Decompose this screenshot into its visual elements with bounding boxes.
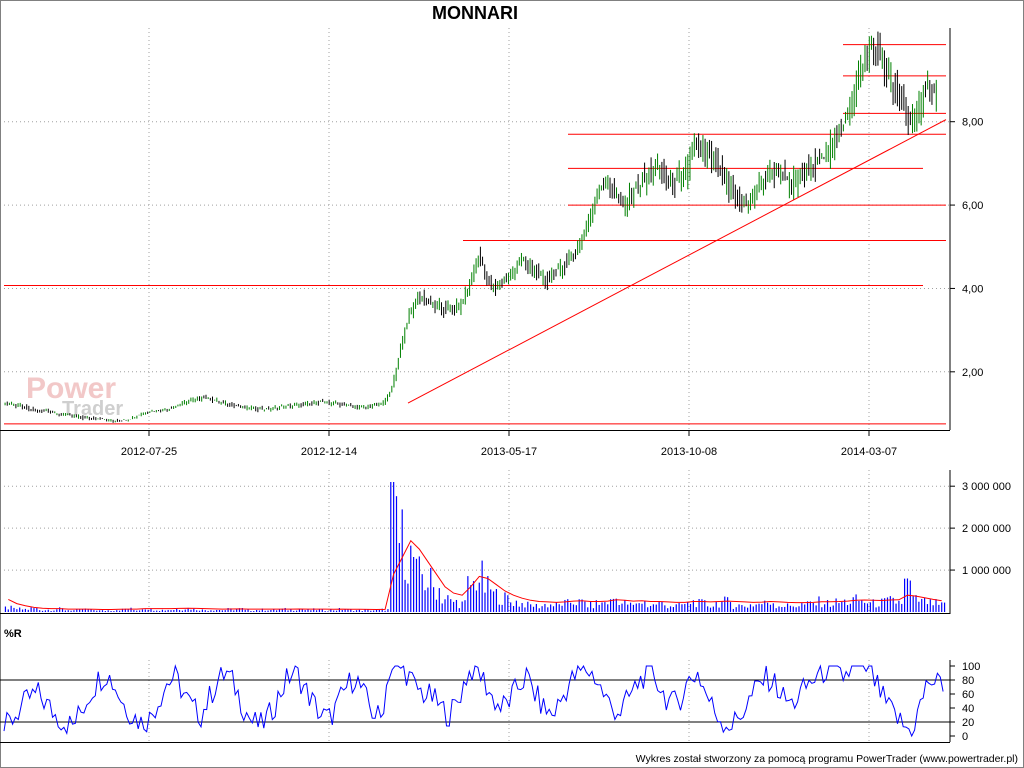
wr-y-tick-label: 40 [962, 703, 974, 715]
wr-y-tick-label: 100 [962, 661, 980, 673]
powertrader-watermark: Power Trader [26, 372, 123, 420]
price-y-tick-label: 2,00 [962, 367, 983, 379]
panel-axes [0, 28, 951, 743]
volume-ma-line [8, 539, 942, 611]
date-tick-label: 2014-03-07 [841, 446, 897, 458]
chart-title: MONNARI [432, 3, 518, 23]
volume-bars [4, 482, 946, 612]
trendline-segment [407, 119, 947, 404]
date-tick-label: 2012-12-14 [301, 446, 357, 458]
footer-credit: Wykres został stworzony za pomocą progra… [636, 753, 1018, 765]
date-axis: 2012-07-25 2012-12-14 2013-05-17 2013-10-08… [121, 430, 897, 458]
price-y-tick-label: 6,00 [962, 200, 983, 212]
williams-r-reference-lines [0, 679, 950, 723]
volume-y-axis: 1 000 000 2 000 000 3 000 000 [950, 481, 1011, 577]
resistance-lines [4, 44, 946, 425]
price-y-tick-label: 8,00 [962, 117, 983, 129]
volume-moving-average [8, 539, 942, 611]
wr-y-tick-label: 60 [962, 689, 974, 701]
price-candles [4, 31, 937, 423]
price-y-axis: 2,00 4,00 6,00 8,00 [950, 117, 983, 379]
watermark-line2: Trader [62, 398, 123, 420]
williams-r-line [3, 664, 944, 738]
date-tick-label: 2013-10-08 [661, 446, 717, 458]
trendline [407, 119, 947, 404]
date-tick-label: 2013-05-17 [481, 446, 537, 458]
volume-y-tick-label: 2 000 000 [962, 523, 1011, 535]
watermark-line1: Power [26, 372, 116, 405]
wr-y-tick-label: 0 [962, 731, 968, 743]
williams-r-panel: %R 0 20 40 60 80 100 [0, 628, 980, 743]
volume-y-tick-label: 1 000 000 [962, 565, 1011, 577]
williams-r-y-axis: 0 20 40 60 80 100 [950, 661, 980, 743]
wr-y-tick-label: 80 [962, 675, 974, 687]
volume-panel: 1 000 000 2 000 000 3 000 000 [4, 470, 1011, 613]
williams-r-title: %R [4, 628, 22, 640]
date-tick-label: 2012-07-25 [121, 446, 177, 458]
volume-grid [4, 470, 950, 613]
price-y-tick-label: 4,00 [962, 283, 983, 295]
wr-y-tick-label: 20 [962, 717, 974, 729]
williams-r-grid [148, 660, 870, 742]
williams-r-path [3, 664, 944, 738]
price-panel: 2,004,006,008,00 2012-07-25 2012-12-14 201… [4, 28, 983, 458]
volume-y-tick-label: 3 000 000 [962, 481, 1011, 493]
